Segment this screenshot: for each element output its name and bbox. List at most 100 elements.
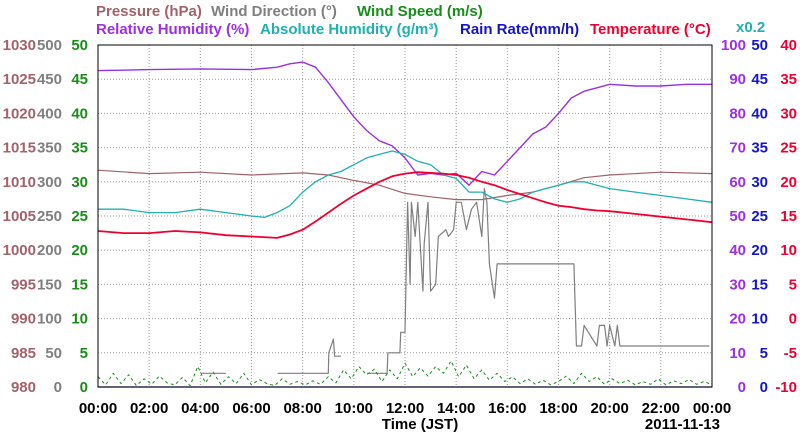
axis-tick-relative-humidity: 10	[729, 345, 746, 362]
axis-tick-temperature: 15	[780, 208, 797, 225]
x-tick-label: 08:00	[283, 400, 321, 417]
legend-item: Wind Speed (m/s)	[357, 3, 483, 20]
axis-tick-relative-humidity: 70	[729, 140, 746, 157]
x-axis-title: Time (JST)	[382, 416, 458, 433]
x-tick-label: 00:00	[79, 400, 117, 417]
axis-tick-wind-speed: 0	[80, 379, 88, 396]
series-wind-speed-m-s	[97, 360, 713, 387]
axis-tick-wind-speed: 30	[71, 174, 88, 191]
axis-tick-rain-rate: 45	[751, 71, 768, 88]
axis-tick-rain-rate: 5	[760, 345, 768, 362]
legend-item: Pressure (hPa)	[96, 3, 202, 20]
axis-tick-wind-speed: 5	[80, 345, 88, 362]
axis-tick-pressure: 995	[11, 276, 36, 293]
x-tick-label: 20:00	[590, 400, 628, 417]
series-pressure-hpa	[97, 169, 713, 201]
series-temperature-c	[97, 171, 713, 239]
axis-tick-temperature: 0	[789, 311, 797, 328]
axis-tick-relative-humidity: 60	[729, 174, 746, 191]
axis-tick-rain-rate: 10	[751, 311, 768, 328]
series-layer	[97, 61, 713, 388]
axis-tick-rain-rate: 35	[751, 140, 768, 157]
axis-tick-wind-speed: 10	[71, 311, 88, 328]
x-tick-label: 02:00	[130, 400, 168, 417]
axis-tick-rain-rate: 30	[751, 174, 768, 191]
rain-multiplier-label: x0.2	[736, 19, 765, 36]
axis-tick-wind-speed: 15	[71, 276, 88, 293]
series-absolute-humidity-g-m	[98, 150, 713, 219]
axis-tick-wind-direction: 350	[37, 140, 62, 157]
axis-tick-temperature: 30	[780, 105, 797, 122]
x-tick-label: 06:00	[232, 400, 270, 417]
axis-tick-wind-speed: 40	[71, 105, 88, 122]
axis-tick-temperature: 20	[780, 174, 797, 191]
axis-tick-wind-direction: 300	[37, 174, 62, 191]
axis-tick-wind-direction: 0	[54, 379, 62, 396]
axis-labels: 9809859909951000100510101015102010251030…	[3, 19, 797, 396]
axis-tick-rain-rate: 15	[751, 276, 768, 293]
x-tick-label: 16:00	[488, 400, 526, 417]
legend-item: Relative Humidity (%)	[96, 21, 249, 38]
axis-tick-wind-direction: 250	[37, 208, 62, 225]
plot-frame	[97, 44, 713, 388]
axis-tick-temperature: 40	[780, 37, 797, 54]
axis-tick-wind-speed: 25	[71, 208, 88, 225]
axis-tick-pressure: 985	[11, 345, 36, 362]
axis-tick-pressure: 990	[11, 311, 36, 328]
x-tick-label: 10:00	[335, 400, 373, 417]
axis-tick-wind-direction: 100	[37, 311, 62, 328]
series-wind-direction	[200, 188, 710, 374]
legend-item: Temperature (°C)	[590, 21, 711, 38]
axis-tick-pressure: 1015	[3, 140, 36, 157]
axis-tick-temperature: -10	[775, 379, 797, 396]
axis-tick-temperature: 5	[789, 276, 797, 293]
axis-tick-pressure: 1005	[3, 208, 36, 225]
grid	[98, 45, 712, 387]
axis-tick-pressure: 1025	[3, 71, 36, 88]
axis-tick-rain-rate: 20	[751, 242, 768, 259]
axis-tick-relative-humidity: 80	[729, 105, 746, 122]
axis-tick-wind-direction: 200	[37, 242, 62, 259]
axis-tick-relative-humidity: 30	[729, 276, 746, 293]
axis-tick-wind-speed: 45	[71, 71, 88, 88]
axis-tick-relative-humidity: 40	[729, 242, 746, 259]
axis-tick-pressure: 1000	[3, 242, 36, 259]
axis-tick-temperature: -5	[784, 345, 797, 362]
x-tick-label: 04:00	[181, 400, 219, 417]
axis-tick-relative-humidity: 20	[729, 311, 746, 328]
x-tick-label: 18:00	[539, 400, 577, 417]
axis-tick-temperature: 35	[780, 71, 797, 88]
axis-tick-relative-humidity: 0	[738, 379, 746, 396]
axis-tick-relative-humidity: 90	[729, 71, 746, 88]
axis-tick-pressure: 1020	[3, 105, 36, 122]
axis-tick-wind-direction: 500	[37, 37, 62, 54]
axis-tick-temperature: 10	[780, 242, 797, 259]
axis-tick-rain-rate: 50	[751, 37, 768, 54]
axis-tick-wind-direction: 150	[37, 276, 62, 293]
axis-tick-pressure: 1010	[3, 174, 36, 191]
x-tick-labels: 00:00 02:00 04:00 06:00 08:00 10:00 12:00 14:00…	[79, 400, 731, 417]
legend-item: Rain Rate(mm/h)	[460, 21, 579, 38]
axis-tick-pressure: 980	[11, 379, 36, 396]
axis-tick-rain-rate: 40	[751, 105, 768, 122]
axis-tick-wind-speed: 20	[71, 242, 88, 259]
legend: Pressure (hPa) Wind Direction (°) Wind Spe…	[96, 3, 711, 38]
axis-tick-temperature: 25	[780, 140, 797, 157]
axis-tick-wind-speed: 50	[71, 37, 88, 54]
axis-tick-rain-rate: 25	[751, 208, 768, 225]
x-tick-label: 22:00	[642, 400, 680, 417]
legend-item: Absolute Humidity (g/m³)	[260, 21, 438, 38]
x-tick-label: 12:00	[386, 400, 424, 417]
x-tick-label: 00:00	[693, 400, 731, 417]
axis-tick-wind-direction: 400	[37, 105, 62, 122]
axis-tick-relative-humidity: 50	[729, 208, 746, 225]
x-tick-label: 14:00	[437, 400, 475, 417]
legend-item: Wind Direction (°)	[211, 3, 337, 20]
axis-tick-wind-direction: 50	[45, 345, 62, 362]
axis-tick-relative-humidity: 100	[721, 37, 746, 54]
axis-tick-wind-speed: 35	[71, 140, 88, 157]
axis-tick-pressure: 1030	[3, 37, 36, 54]
axis-tick-wind-direction: 450	[37, 71, 62, 88]
date-label: 2011-11-13	[645, 416, 720, 433]
